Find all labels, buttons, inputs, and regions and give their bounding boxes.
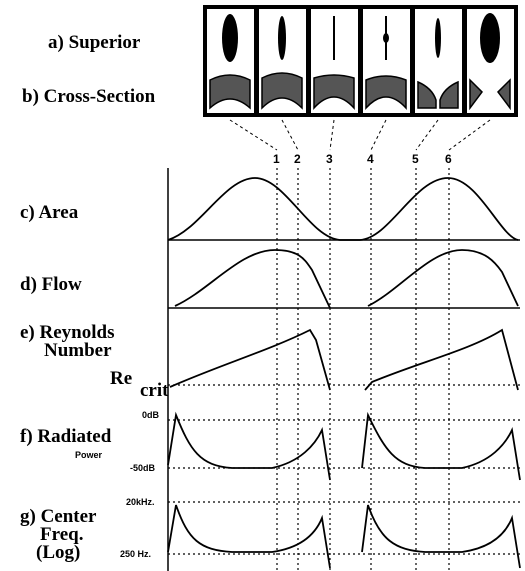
image-panel [203,5,518,117]
reference-lines [168,385,520,554]
page: {"labels": { "superior": "a) Superior", … [0,0,525,571]
marker: 4 [367,152,374,166]
axes [168,168,520,571]
vertical-guides [277,168,449,571]
marker: 6 [445,152,452,166]
marker: 1 [273,152,280,166]
power-curve [168,415,520,480]
marker: 5 [412,152,419,166]
figure: a) Superior b) Cross-Section 1 2 3 4 5 6… [0,0,525,571]
markers: 1 2 3 4 5 6 [273,152,452,166]
marker: 2 [294,152,301,166]
label-0db: 0dB [142,410,160,420]
label-power: Power [75,450,103,460]
label-crit: crit [140,380,169,401]
marker: 3 [326,152,333,166]
label-re: Re [110,368,132,389]
label-area: c) Area [20,202,79,223]
flow-curve [175,250,518,308]
label-log: (Log) [36,542,80,563]
label-20khz: 20kHz. [126,497,155,507]
label-radiated: f) Radiated [20,426,112,447]
area-curve [168,178,518,240]
freq-curve [168,505,520,568]
reynolds-curve [170,330,518,390]
label-number: Number [44,340,112,361]
label-superior: a) Superior [48,32,141,53]
label-cross-section: b) Cross-Section [22,86,156,107]
label-flow: d) Flow [20,274,82,295]
label-250hz: 250 Hz. [120,549,151,559]
connectors [230,120,490,150]
label-minus50db: -50dB [130,463,156,473]
